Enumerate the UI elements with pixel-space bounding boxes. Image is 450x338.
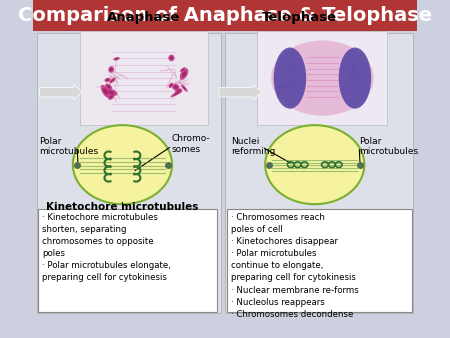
Ellipse shape	[274, 48, 306, 109]
FancyArrow shape	[219, 85, 262, 100]
Ellipse shape	[182, 71, 186, 77]
Text: Polar
microtubules: Polar microtubules	[359, 137, 418, 156]
Ellipse shape	[105, 83, 112, 90]
Ellipse shape	[339, 48, 371, 109]
Ellipse shape	[174, 86, 178, 89]
Bar	[80, 31, 208, 125]
Ellipse shape	[271, 41, 373, 116]
FancyBboxPatch shape	[38, 209, 217, 312]
Ellipse shape	[177, 90, 180, 93]
Text: · Kinetochore microtubules
shorten, separating
chromosomes to opposite
poles
· P: · Kinetochore microtubules shorten, sepa…	[42, 213, 171, 283]
Ellipse shape	[108, 91, 114, 94]
Ellipse shape	[181, 84, 188, 92]
Bar	[37, 33, 221, 313]
Ellipse shape	[171, 91, 181, 97]
Ellipse shape	[107, 85, 110, 89]
Ellipse shape	[265, 125, 365, 204]
Ellipse shape	[108, 94, 114, 100]
Bar	[33, 0, 417, 31]
Text: Kinetochore microtubules: Kinetochore microtubules	[46, 202, 198, 212]
Ellipse shape	[101, 85, 110, 98]
Ellipse shape	[180, 67, 186, 72]
Ellipse shape	[111, 79, 114, 82]
Ellipse shape	[105, 89, 117, 96]
Ellipse shape	[113, 57, 120, 61]
Ellipse shape	[73, 125, 172, 204]
Ellipse shape	[109, 78, 116, 83]
Ellipse shape	[175, 88, 182, 94]
Bar	[257, 31, 387, 125]
Ellipse shape	[173, 92, 179, 96]
Ellipse shape	[169, 82, 173, 88]
Ellipse shape	[183, 86, 186, 90]
Ellipse shape	[170, 56, 173, 59]
FancyBboxPatch shape	[227, 209, 412, 312]
Ellipse shape	[170, 84, 172, 87]
Bar	[225, 33, 413, 313]
Ellipse shape	[106, 79, 109, 81]
Ellipse shape	[168, 55, 175, 61]
Text: Polar
microtubules: Polar microtubules	[40, 137, 99, 156]
Ellipse shape	[110, 68, 112, 71]
Ellipse shape	[109, 95, 112, 98]
Ellipse shape	[108, 66, 114, 73]
Ellipse shape	[104, 78, 111, 82]
Text: Chromo-
somes: Chromo- somes	[171, 134, 210, 154]
Text: · Chromosomes reach
poles of cell
· Kinetochores disappear
· Polar microtubules
: · Chromosomes reach poles of cell · Kine…	[231, 213, 359, 319]
Text: Nuclei
reforming: Nuclei reforming	[231, 137, 275, 156]
Ellipse shape	[181, 68, 184, 71]
FancyArrow shape	[40, 85, 82, 100]
Ellipse shape	[103, 88, 108, 95]
Text: Anaphase: Anaphase	[107, 10, 180, 24]
Ellipse shape	[180, 68, 188, 80]
Ellipse shape	[172, 84, 180, 91]
Ellipse shape	[115, 58, 118, 60]
Text: Comparison of Anaphase & Telophase: Comparison of Anaphase & Telophase	[18, 6, 432, 25]
Text: Telophase: Telophase	[262, 10, 337, 24]
